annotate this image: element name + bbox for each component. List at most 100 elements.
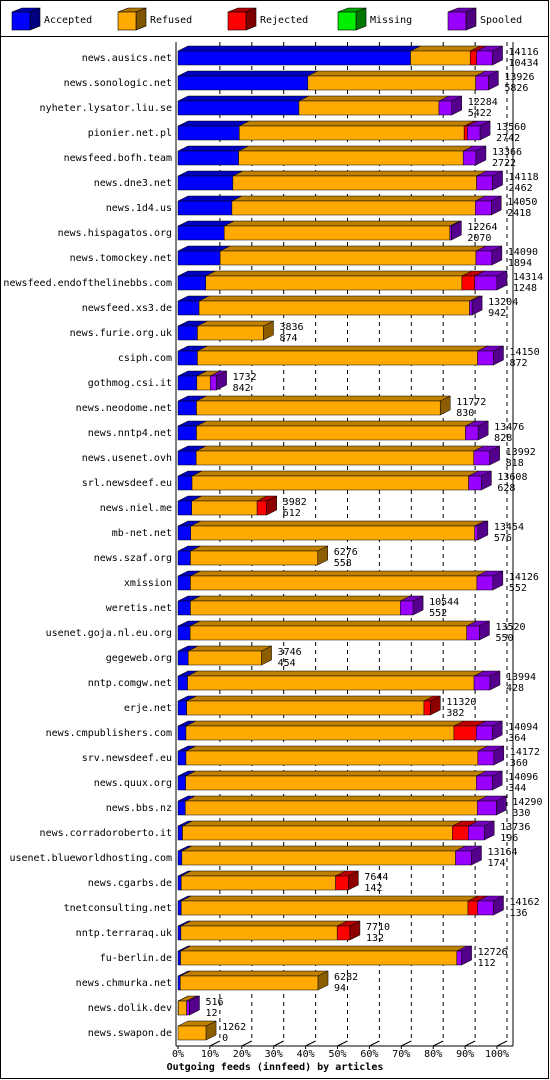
- bar-top: [182, 820, 463, 827]
- y-tick-label: news.neodome.net: [76, 403, 172, 414]
- total-label: 3836: [279, 322, 303, 333]
- bar: [476, 775, 493, 791]
- bar-segment: [475, 245, 503, 266]
- legend-item: Accepted: [11, 7, 92, 31]
- bar: [177, 100, 300, 116]
- bar: [473, 450, 490, 466]
- bar-segment: [232, 170, 487, 191]
- bar: [467, 900, 478, 916]
- accepted-label: 330: [512, 808, 530, 819]
- bar-side: [451, 95, 462, 116]
- bar: [195, 450, 474, 466]
- bar-segment: [438, 95, 462, 116]
- total-label: 3982: [283, 497, 307, 508]
- total-label: 10544: [429, 597, 459, 608]
- grid-foot: [401, 1040, 412, 1047]
- total-label: 6276: [334, 547, 358, 558]
- bar-segment: [477, 895, 504, 916]
- bar: [177, 500, 192, 516]
- y-tick-label: news.swapon.de: [88, 1028, 172, 1039]
- grid-foot: [369, 1040, 380, 1047]
- bar-segment: [205, 270, 473, 291]
- y-tick-label: news.dolik.dev: [88, 1003, 172, 1014]
- y-tick-label: news.chmurka.net: [76, 978, 172, 989]
- y-tick-label: csiph.com: [118, 353, 172, 364]
- accepted-label: 360: [510, 758, 528, 769]
- accepted-label: 132: [366, 933, 384, 944]
- bar: [177, 150, 239, 166]
- y-tick-label: erje.net: [124, 703, 172, 714]
- bar-segment: [473, 445, 500, 466]
- accepted-label: 2418: [507, 208, 531, 219]
- legend-swatch: [337, 11, 357, 31]
- y-tick-label: xmission: [124, 578, 172, 589]
- bar-segment: [181, 845, 466, 866]
- legend-swatch-side: [135, 7, 147, 31]
- bar: [177, 200, 233, 216]
- bar-segment: [180, 895, 479, 916]
- accepted-label: 872: [509, 358, 527, 369]
- accepted-label: 2742: [496, 133, 520, 144]
- bar-segment: [177, 270, 216, 291]
- bar: [187, 675, 475, 691]
- total-label: 13454: [494, 522, 524, 533]
- total-label: 14050: [507, 197, 537, 208]
- bar-segment: [179, 970, 329, 991]
- bar: [177, 275, 207, 291]
- bar-segment: [462, 145, 487, 166]
- bar-side: [493, 895, 504, 916]
- bar-side: [317, 545, 328, 566]
- bar-segment: [185, 745, 488, 766]
- accepted-label: 196: [500, 833, 518, 844]
- bar: [468, 825, 485, 841]
- bar-side: [477, 520, 489, 541]
- y-tick-label: gegeweb.org: [106, 653, 172, 664]
- bar: [469, 50, 477, 66]
- bar-top: [197, 345, 488, 352]
- total-label: 7710: [366, 922, 390, 933]
- y-tick-label: mb-net.net: [112, 528, 172, 539]
- y-tick-label: tnetconsulting.net: [64, 903, 172, 914]
- bar-side: [471, 295, 483, 316]
- bar-top: [177, 145, 249, 152]
- bar-side: [483, 820, 495, 841]
- total-label: 14096: [508, 772, 538, 783]
- bar-top: [224, 220, 460, 227]
- bar: [400, 600, 414, 616]
- y-tick-label: newsfeed.xs3.de: [82, 303, 172, 314]
- bar-top: [190, 545, 328, 552]
- accepted-label: 5422: [468, 108, 492, 119]
- y-tick-label: fu-berlin.de: [100, 953, 172, 964]
- bar: [177, 350, 198, 366]
- bar: [177, 50, 411, 66]
- bar-segment: [177, 495, 202, 516]
- bar-top: [187, 670, 485, 677]
- bar-side: [479, 120, 491, 141]
- bar: [474, 525, 479, 541]
- bar-top: [190, 595, 411, 602]
- y-tick-label: news.dne3.net: [94, 178, 172, 189]
- bar-side: [216, 370, 227, 391]
- accepted-label: 142: [364, 883, 382, 894]
- bar: [186, 700, 425, 716]
- total-label: 13560: [496, 122, 526, 133]
- y-tick-label: news.corradoroberto.it: [40, 828, 172, 839]
- bar-side: [496, 795, 507, 816]
- bar: [477, 350, 494, 366]
- bar: [180, 950, 458, 966]
- bar-segment: [177, 395, 207, 416]
- grid-foot: [496, 1040, 508, 1047]
- accepted-label: 552: [429, 608, 447, 619]
- bar-top: [410, 45, 481, 52]
- y-tick-label: news.furie.org.uk: [70, 328, 172, 339]
- grid-foot: [273, 1040, 284, 1047]
- bar-segment: [196, 395, 451, 416]
- bar-segment: [461, 270, 485, 291]
- accepted-label: 112: [478, 958, 496, 969]
- bar-segment: [177, 145, 249, 166]
- bar-segment: [177, 545, 201, 566]
- bar: [455, 850, 472, 866]
- bar-segment: [467, 120, 491, 141]
- total-label: 13736: [500, 822, 530, 833]
- bar-side: [205, 1020, 217, 1041]
